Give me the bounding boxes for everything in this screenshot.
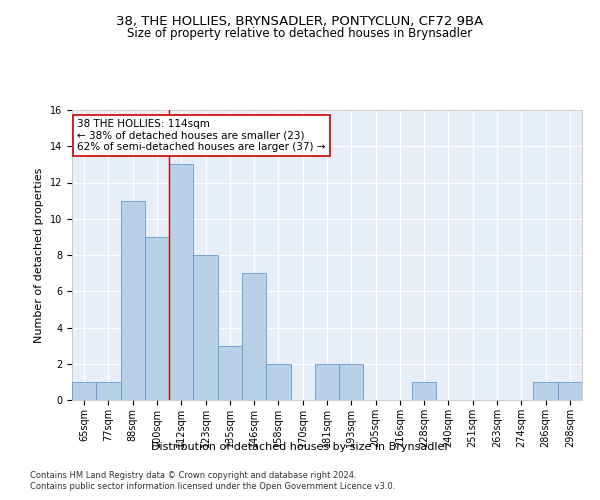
Bar xyxy=(266,364,290,400)
Text: Contains HM Land Registry data © Crown copyright and database right 2024.: Contains HM Land Registry data © Crown c… xyxy=(30,471,356,480)
Bar xyxy=(96,382,121,400)
Bar xyxy=(169,164,193,400)
Bar xyxy=(193,255,218,400)
Text: 38 THE HOLLIES: 114sqm
← 38% of detached houses are smaller (23)
62% of semi-det: 38 THE HOLLIES: 114sqm ← 38% of detached… xyxy=(77,118,326,152)
Bar xyxy=(121,200,145,400)
Text: Size of property relative to detached houses in Brynsadler: Size of property relative to detached ho… xyxy=(127,28,473,40)
Bar xyxy=(242,273,266,400)
Text: 38, THE HOLLIES, BRYNSADLER, PONTYCLUN, CF72 9BA: 38, THE HOLLIES, BRYNSADLER, PONTYCLUN, … xyxy=(116,15,484,28)
Bar xyxy=(145,237,169,400)
Bar xyxy=(72,382,96,400)
Text: Contains public sector information licensed under the Open Government Licence v3: Contains public sector information licen… xyxy=(30,482,395,491)
Bar xyxy=(412,382,436,400)
Bar xyxy=(315,364,339,400)
Bar xyxy=(339,364,364,400)
Bar xyxy=(218,346,242,400)
Text: Distribution of detached houses by size in Brynsadler: Distribution of detached houses by size … xyxy=(151,442,449,452)
Y-axis label: Number of detached properties: Number of detached properties xyxy=(34,168,44,342)
Bar xyxy=(558,382,582,400)
Bar xyxy=(533,382,558,400)
